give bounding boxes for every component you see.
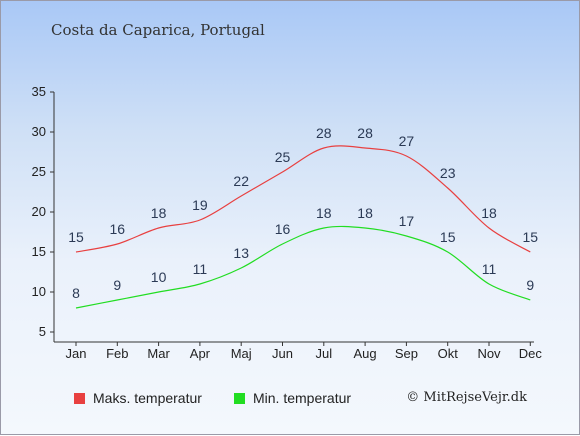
data-label: 28	[357, 125, 373, 141]
series-line-min	[75, 225, 531, 309]
data-label: 9	[113, 277, 121, 293]
y-tick-label: 5	[39, 324, 46, 339]
data-label: 28	[316, 125, 332, 141]
data-label: 18	[151, 205, 167, 221]
x-tick-label: Jun	[272, 346, 293, 361]
credit-text: © MitRejseVejr.dk	[406, 390, 527, 405]
y-tick-label: 30	[32, 124, 46, 139]
y-tick-label: 10	[32, 284, 46, 299]
legend-swatch-max	[74, 392, 85, 404]
legend-swatch-min	[234, 392, 245, 404]
data-label: 8	[72, 285, 80, 301]
data-label: 18	[481, 205, 497, 221]
data-label: 18	[357, 205, 373, 221]
data-label: 22	[233, 173, 249, 189]
data-label: 18	[316, 205, 332, 221]
x-tick-label: Apr	[190, 346, 211, 361]
legend-label-min: Min. temperatur	[253, 390, 352, 406]
chart-title: Costa da Caparica, Portugal	[51, 21, 265, 39]
x-tick-label: Jan	[66, 346, 87, 361]
series-line-max	[75, 145, 531, 253]
data-label: 19	[192, 197, 208, 213]
data-label: 10	[151, 269, 167, 285]
x-tick-label: Jul	[315, 346, 332, 361]
x-tick-label: Okt	[438, 346, 459, 361]
data-label: 27	[399, 133, 415, 149]
x-tick-label: Feb	[106, 346, 128, 361]
data-label: 16	[275, 221, 291, 237]
y-tick-label: 15	[32, 244, 46, 259]
y-tick-label: 35	[32, 84, 46, 99]
data-label: 15	[440, 229, 456, 245]
data-label: 25	[275, 149, 291, 165]
x-tick-label: Maj	[231, 346, 252, 361]
data-label: 16	[110, 221, 126, 237]
data-label: 11	[193, 261, 208, 277]
data-label: 13	[233, 245, 249, 261]
data-label: 11	[482, 261, 497, 277]
x-tick-label: Mar	[147, 346, 170, 361]
x-tick-label: Dec	[519, 346, 543, 361]
data-label: 23	[440, 165, 456, 181]
x-tick-label: Nov	[477, 346, 501, 361]
data-label: 9	[526, 277, 534, 293]
legend-item-max: Maks. temperatur	[74, 390, 202, 406]
x-tick-label: Sep	[395, 346, 418, 361]
data-label: 15	[523, 229, 539, 245]
data-label: 15	[68, 229, 84, 245]
y-tick-label: 25	[32, 164, 46, 179]
data-label: 17	[399, 213, 415, 229]
legend-item-min: Min. temperatur	[234, 390, 351, 406]
legend-label-max: Maks. temperatur	[93, 390, 202, 406]
x-tick-label: Aug	[354, 346, 377, 361]
y-tick-label: 20	[32, 204, 46, 219]
